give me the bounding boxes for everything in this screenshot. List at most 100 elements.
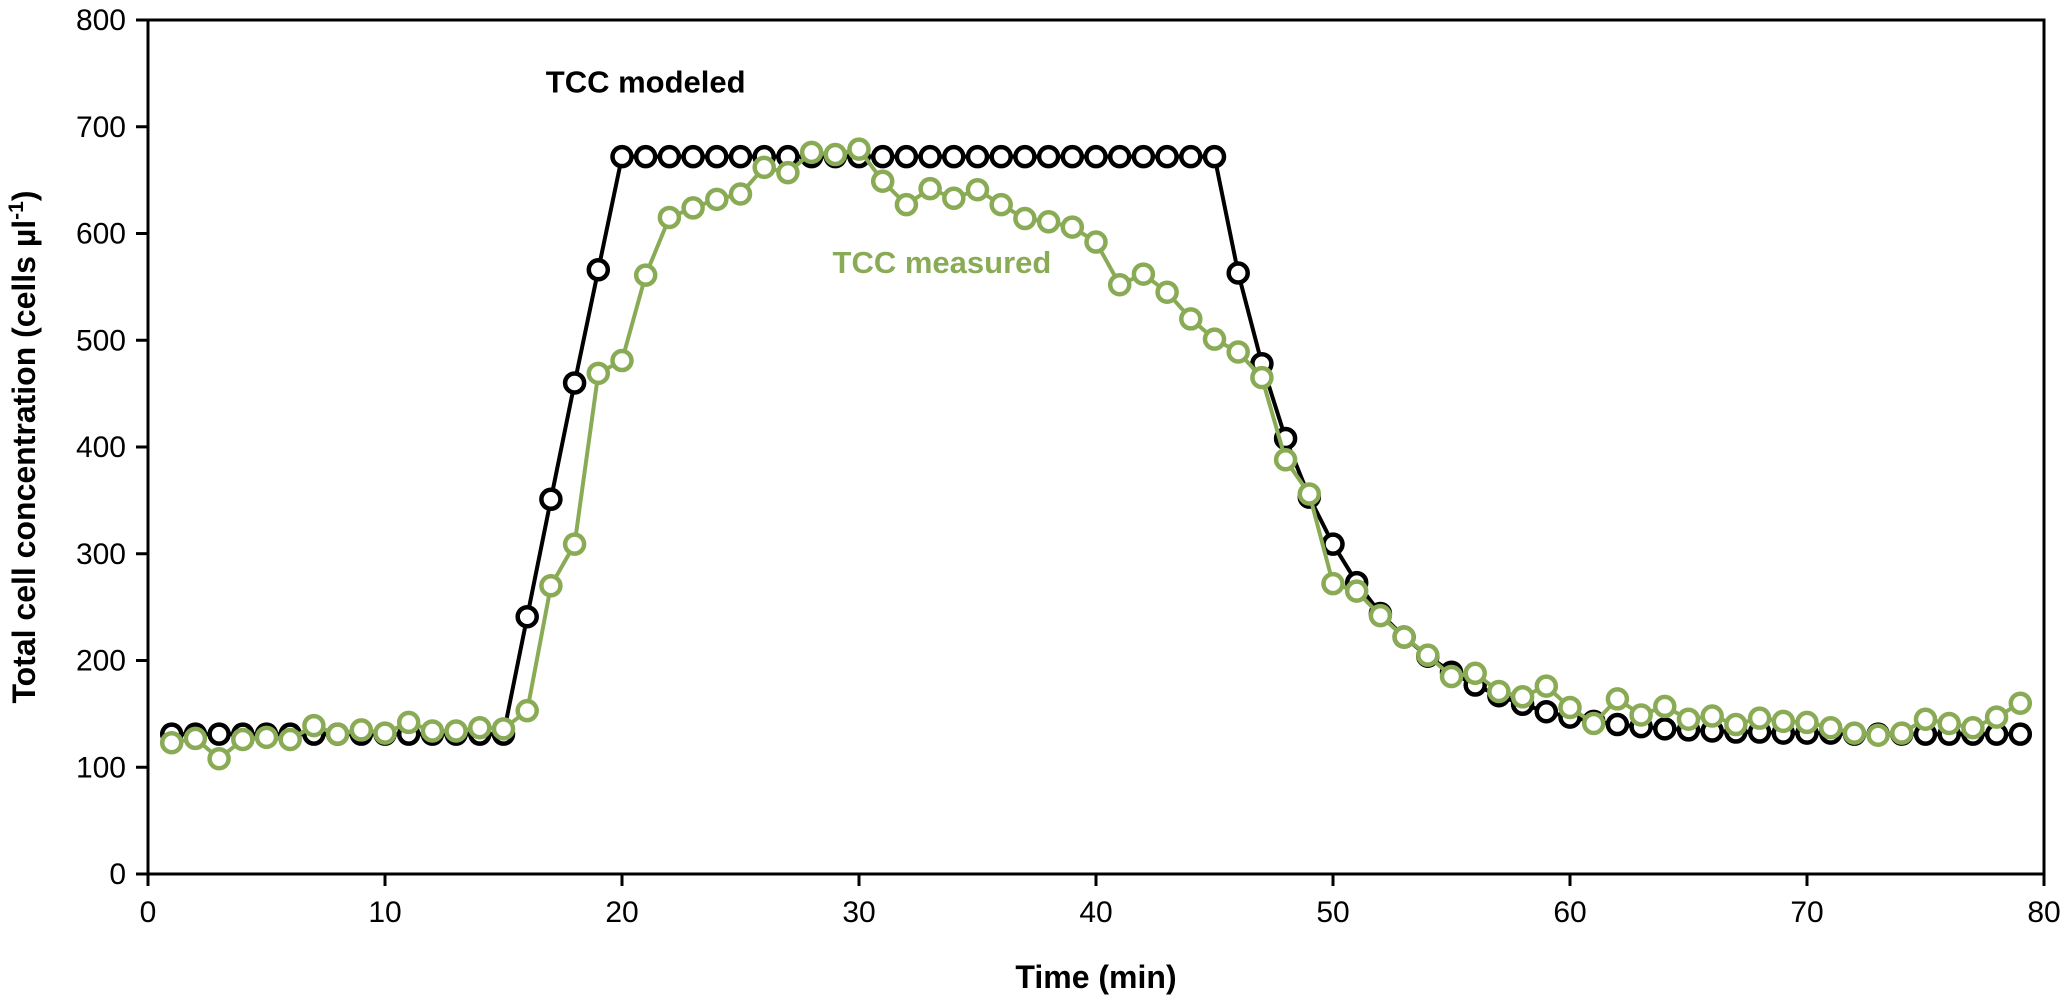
data-point (799, 140, 824, 165)
data-point (823, 142, 848, 167)
data-point (539, 574, 563, 598)
y-tick-label: 200 (76, 645, 126, 678)
data-point (2008, 722, 2033, 746)
data-point (420, 719, 445, 743)
data-point (1202, 144, 1227, 169)
data-point (1653, 717, 1677, 741)
data-point (633, 263, 658, 287)
data-point (1013, 206, 1037, 231)
data-point (515, 604, 539, 629)
data-point (349, 718, 374, 742)
data-point (1202, 327, 1227, 351)
data-point (610, 348, 634, 373)
data-point (705, 144, 729, 169)
data-point (894, 144, 919, 169)
data-point (1344, 579, 1369, 603)
data-point (1273, 448, 1298, 472)
data-point (752, 155, 776, 180)
data-point (1416, 643, 1440, 667)
data-point (1984, 705, 2009, 729)
data-point (965, 144, 990, 169)
data-point (657, 205, 682, 230)
data-point (1534, 699, 1559, 724)
data-point (847, 137, 871, 161)
x-tick-label: 30 (842, 896, 875, 929)
data-point (1107, 144, 1132, 169)
annotation-tcc-measured: TCC measured (833, 245, 1052, 280)
x-tick-label: 0 (140, 896, 157, 929)
y-axis-title-close: ) (6, 190, 42, 201)
data-point (1605, 712, 1630, 737)
data-point (373, 721, 397, 745)
data-point (1724, 712, 1748, 737)
data-point (1036, 210, 1061, 234)
x-tick-label: 70 (1790, 896, 1823, 929)
data-point (586, 361, 611, 386)
data-point (278, 727, 302, 752)
data-point (1250, 365, 1274, 390)
data-point (1842, 721, 1867, 745)
y-tick-label: 700 (76, 111, 126, 144)
data-point (870, 169, 895, 193)
x-axis-title: Time (min) (1015, 959, 1176, 995)
data-point (1321, 571, 1345, 596)
data-point (610, 144, 634, 169)
y-axis-title-main: Total cell concentration (cells µl (6, 220, 42, 704)
data-point (942, 144, 966, 169)
data-point (254, 725, 279, 750)
data-point (1581, 711, 1606, 736)
y-axis-title-superscript: -1 (5, 201, 28, 220)
data-point (207, 722, 231, 746)
data-point (1084, 144, 1108, 169)
series-tcc-measured (159, 137, 2033, 771)
data-point (918, 176, 942, 201)
data-point (1913, 707, 1938, 731)
data-point (1961, 716, 1985, 740)
y-tick-label: 400 (76, 431, 126, 464)
data-point (325, 722, 350, 746)
y-tick-label: 0 (109, 858, 126, 891)
data-point (1700, 704, 1724, 728)
data-point (989, 144, 1013, 169)
data-point (1890, 721, 1914, 745)
data-point (1155, 144, 1179, 169)
data-point (1036, 144, 1061, 169)
data-point (1439, 664, 1464, 689)
data-point (1179, 144, 1203, 169)
data-point (1060, 215, 1085, 239)
data-point (586, 258, 611, 282)
data-point (1392, 625, 1416, 649)
x-tick-label: 20 (605, 896, 638, 929)
data-point (1747, 706, 1772, 730)
data-point (657, 144, 682, 169)
data-point (942, 186, 966, 211)
data-point (1226, 261, 1250, 285)
data-point (1653, 694, 1677, 719)
x-axis-ticks: 0 10 20 30 40 50 60 70 80 (140, 874, 2061, 929)
y-tick-label: 800 (76, 4, 126, 37)
data-point (870, 144, 895, 169)
data-point (1131, 262, 1156, 286)
data-point (396, 710, 421, 735)
data-point (633, 144, 658, 169)
y-axis-title: Total cell concentration (cells µl-1) (5, 190, 42, 703)
x-tick-label: 50 (1316, 896, 1349, 929)
data-point (491, 717, 516, 741)
data-point (965, 177, 990, 202)
data-point (1605, 687, 1630, 711)
data-point (159, 730, 184, 755)
data-point (539, 487, 563, 512)
data-point (1368, 603, 1393, 628)
x-tick-label: 10 (368, 896, 401, 929)
data-point (705, 187, 729, 212)
data-point (776, 160, 800, 185)
y-tick-label: 100 (76, 751, 126, 784)
data-point (515, 698, 539, 723)
data-point (1866, 723, 1890, 747)
data-point (444, 719, 468, 743)
data-point (562, 371, 587, 395)
data-point (681, 144, 705, 169)
data-point (894, 192, 919, 217)
data-point (1463, 661, 1487, 686)
